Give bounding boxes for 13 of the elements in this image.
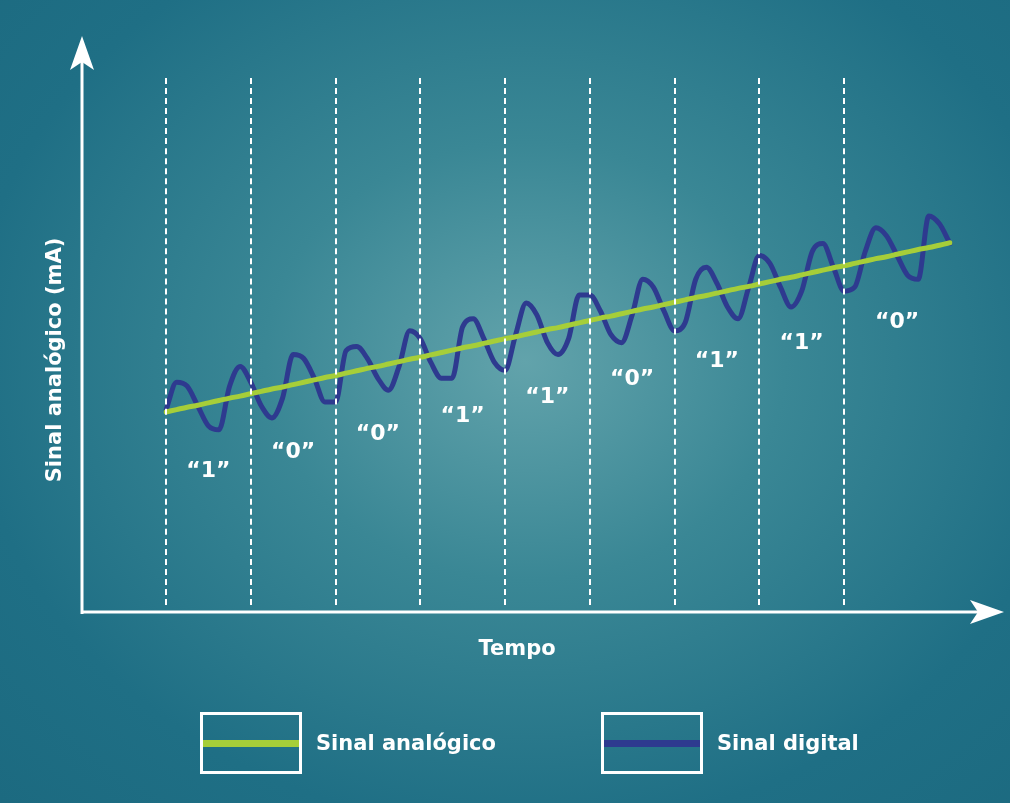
- annotation: “0”: [610, 365, 655, 391]
- annotation: “0”: [874, 308, 920, 334]
- annotation: “1”: [779, 328, 824, 354]
- annotation: “0”: [271, 438, 316, 464]
- annotation: “1”: [440, 401, 485, 427]
- annotation: “1”: [694, 346, 740, 372]
- annotation: “1”: [186, 456, 231, 482]
- annotation: “0”: [355, 420, 401, 446]
- legend-label: Sinal analógico: [316, 731, 496, 755]
- y-axis-title: Sinal analógico (mA): [41, 237, 66, 483]
- x-axis-title: Tempo: [478, 636, 556, 660]
- legend-label: Sinal digital: [716, 731, 859, 755]
- annotation: “1”: [525, 383, 570, 409]
